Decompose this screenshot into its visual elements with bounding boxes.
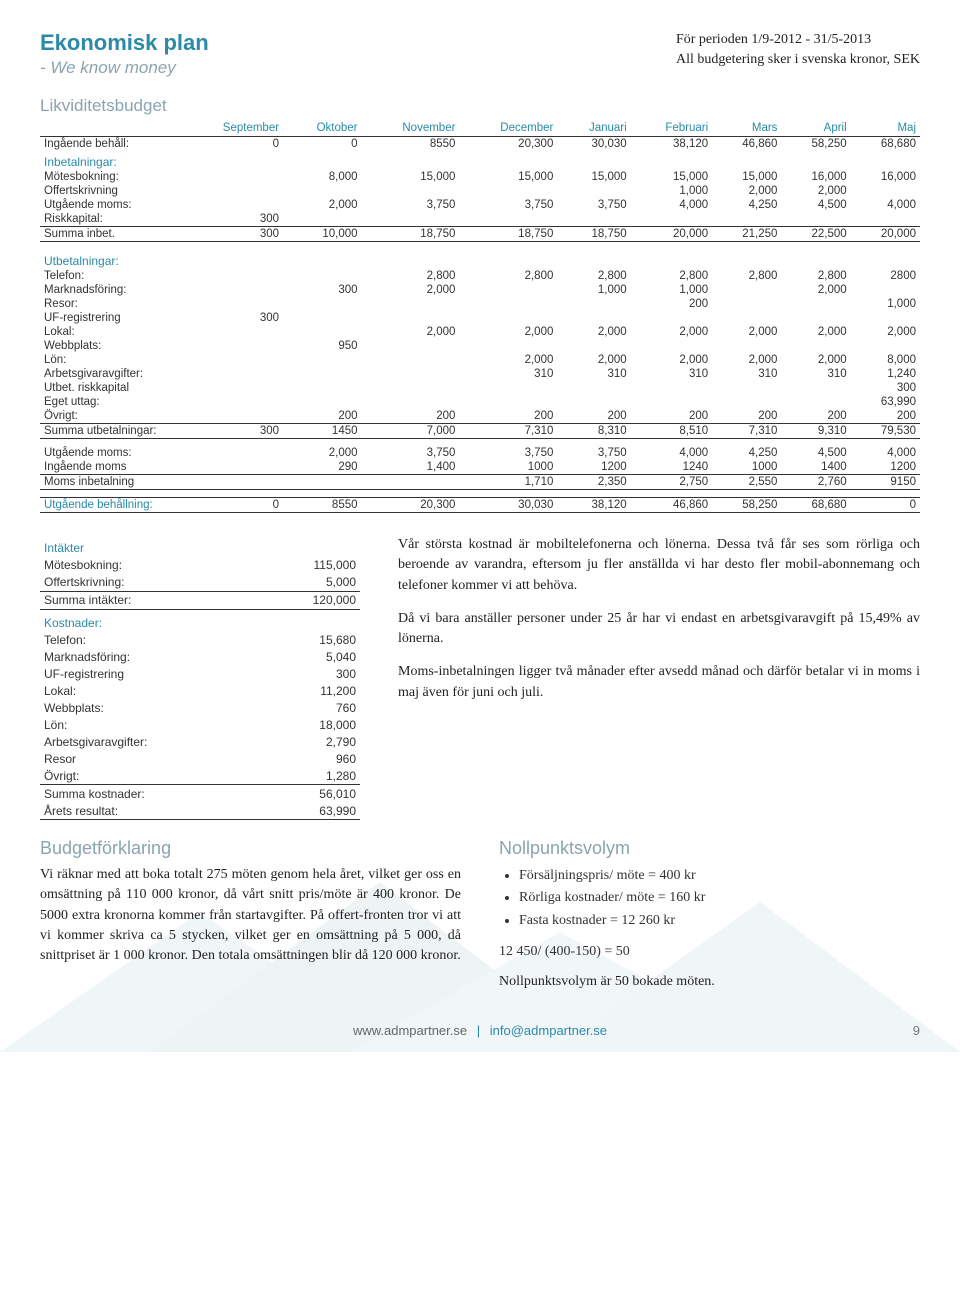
bullet-1: Rörliga kostnader/ möte = 160 kr (519, 887, 920, 909)
page-footer: www.admpartner.se | info@admpartner.se 9 (0, 1023, 960, 1038)
liq-row-motesbokning: Mötesbokning:8,00015,00015,00015,00015,0… (40, 170, 920, 184)
main-title: Ekonomisk plan (40, 30, 209, 56)
liq-row-ovrigt: Övrigt:200200200200200200200200 (40, 409, 920, 424)
kostnader-label: Kostnader: (40, 609, 259, 631)
right-text-block: Vår största kostnad är mobiltelefonerna … (398, 535, 920, 820)
liq-row-webbplats: Webbplats:950 (40, 339, 920, 353)
kostnader-row-5: Lön:18,000 (40, 716, 360, 733)
breakeven-title: Nollpunktsvolym (499, 838, 920, 859)
bullet-2: Fasta kostnader = 12 260 kr (519, 910, 920, 932)
footer-site: www.admpartner.se (353, 1023, 467, 1038)
page-number: 9 (913, 1023, 920, 1038)
liq-row-utbet_risk: Utbet. riskkapital300 (40, 381, 920, 395)
intakter-row-1: Offertskrivning:5,000 (40, 574, 360, 592)
breakeven-bullets: Försäljningspris/ möte = 400 kr Rörliga … (499, 865, 920, 932)
liq-row-uf: UF-registrering300 (40, 311, 920, 325)
liquidity-table: September Oktober November December Janu… (40, 120, 920, 513)
kostnader-row-1: Marknadsföring:5,040 (40, 648, 360, 665)
kostnader-row-3: Lokal:11,200 (40, 682, 360, 699)
period-line1: För perioden 1/9-2012 - 31/5-2013 (676, 30, 920, 50)
kostnader-row-0: Telefon:15,680 (40, 631, 360, 648)
summary-table: Intäkter Mötesbokning:115,000Offertskriv… (40, 535, 360, 820)
liq-row-summa_utbet: Summa utbetalningar:30014507,0007,3108,3… (40, 423, 920, 438)
kostnader-row-7: Resor960 (40, 750, 360, 767)
breakeven-calc: 12 450/ (400-150) = 50 (499, 944, 920, 960)
summa-intakter-row: Summa intäkter: 120,000 (40, 591, 360, 609)
liq-row-riskkapital: Riskkapital:300 (40, 212, 920, 227)
title-block: Ekonomisk plan - We know money (40, 30, 209, 78)
summa-kostnader-row: Summa kostnader: 56,010 (40, 785, 360, 803)
liq-row-lokal: Lokal:2,0002,0002,0002,0002,0002,0002,00… (40, 325, 920, 339)
page-header: Ekonomisk plan - We know money För perio… (40, 30, 920, 78)
liq-row-marknadsforing: Marknadsföring:3002,0001,0001,0002,000 (40, 283, 920, 297)
liq-row-utbet_header: Utbetalningar: (40, 250, 920, 269)
budget-explain-title: Budgetförklaring (40, 838, 461, 859)
intakter-label: Intäkter (40, 535, 259, 557)
right-para-1: Då vi bara anställer personer under 25 å… (398, 609, 920, 650)
kostnader-row-4: Webbplats:760 (40, 699, 360, 716)
intakter-row-0: Mötesbokning:115,000 (40, 557, 360, 574)
liq-row-summa_inbet: Summa inbet.30010,00018,75018,75018,7502… (40, 227, 920, 242)
right-para-0: Vår största kostnad är mobiltelefonerna … (398, 535, 920, 596)
kostnader-row-6: Arbetsgivaravgifter:2,790 (40, 733, 360, 750)
budget-explain-block: Budgetförklaring Vi räknar med att boka … (40, 838, 461, 992)
right-para-2: Moms-inbetalningen ligger två månader ef… (398, 662, 920, 703)
arets-resultat-row: Årets resultat: 63,990 (40, 802, 360, 820)
liq-row-utg_moms: Utgående moms:2,0003,7503,7503,7504,0004… (40, 198, 920, 212)
period-line2: All budgetering sker i svenska kronor, S… (676, 50, 920, 70)
liquidity-title: Likviditetsbudget (40, 96, 920, 116)
period-block: För perioden 1/9-2012 - 31/5-2013 All bu… (676, 30, 920, 78)
liq-row-utg_moms2: Utgående moms:2,0003,7503,7503,7504,0004… (40, 446, 920, 460)
kostnader-row-8: Övrigt:1,280 (40, 767, 360, 785)
liq-row-inbet_header: Inbetalningar: (40, 151, 920, 170)
liq-row-utg_behall: Utgående behållning:0855020,30030,03038,… (40, 498, 920, 513)
bullet-0: Försäljningspris/ möte = 400 kr (519, 865, 920, 887)
breakeven-conclusion: Nollpunktsvolym är 50 bokade möten. (499, 972, 920, 992)
liq-row-lon: Lön:2,0002,0002,0002,0002,0008,000 (40, 353, 920, 367)
liq-row-offertskrivning: Offertskrivning1,0002,0002,000 (40, 184, 920, 198)
breakeven-block: Nollpunktsvolym Försäljningspris/ möte =… (499, 838, 920, 992)
footer-sep: | (477, 1023, 480, 1038)
liq-row-arbetsgivar: Arbetsgivaravgifter:3103103103103101,240 (40, 367, 920, 381)
liq-row-telefon: Telefon:2,8002,8002,8002,8002,8002,80028… (40, 269, 920, 283)
liq-row-moms_inbet: Moms inbetalning1,7102,3502,7502,5502,76… (40, 475, 920, 490)
months-header: September Oktober November December Janu… (40, 120, 920, 137)
liq-row-ingaende_behall: Ingående behåll:00855020,30030,03038,120… (40, 137, 920, 152)
liq-row-ing_moms: Ingående moms2901,4001000120012401000140… (40, 460, 920, 475)
liq-row-eget_uttag: Eget uttag:63,990 (40, 395, 920, 409)
kostnader-row-2: UF-registrering300 (40, 665, 360, 682)
subtitle: - We know money (40, 58, 209, 78)
summary-block: Intäkter Mötesbokning:115,000Offertskriv… (40, 535, 360, 820)
budget-explain-text: Vi räknar med att boka totalt 275 möten … (40, 865, 461, 966)
liq-row-resor: Resor:2001,000 (40, 297, 920, 311)
footer-email[interactable]: info@admpartner.se (490, 1023, 607, 1038)
